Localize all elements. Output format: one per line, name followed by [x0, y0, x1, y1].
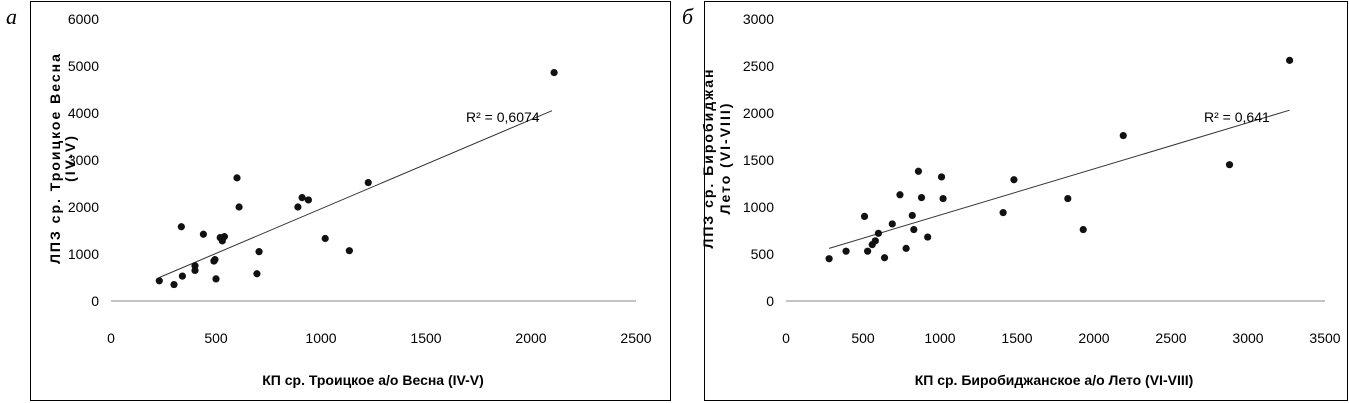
data-point	[917, 194, 926, 202]
data-point	[155, 277, 163, 285]
data-point	[304, 196, 312, 204]
x-tick-label: 0	[782, 330, 790, 346]
y-tick-label: 6000	[68, 11, 99, 27]
y-axis-title-line1: ЛПЗ ср. Троицкое Весна	[47, 52, 63, 264]
scatter-chart-a: 0 1000 2000 3000 4000 5000 6000 0 500 1000 1500 200…	[47, 11, 652, 388]
data-point	[235, 203, 243, 211]
y-axis-title-line2: Лето (VI-VIII)	[717, 102, 733, 215]
data-point	[864, 247, 872, 255]
data-point	[178, 272, 186, 280]
data-point	[321, 234, 329, 243]
x-tick-label: 2000	[1078, 330, 1109, 346]
trendline	[828, 109, 1290, 249]
y-tick-label: 500	[751, 246, 775, 262]
data-point	[177, 223, 185, 231]
x-tick-label: 1000	[924, 330, 955, 346]
y-tick-label: 3000	[68, 152, 99, 168]
data-point	[550, 68, 558, 77]
chart-frame-a	[30, 1, 671, 401]
data-point	[199, 230, 207, 238]
data-point	[888, 220, 896, 228]
x-tick-label: 3500	[1309, 330, 1340, 346]
chart-panel-a: а 0 1000 2000 3000 4000 5000 6000 0 500 1000 1500 2…	[0, 0, 672, 403]
data-point	[939, 194, 947, 203]
data-point	[908, 211, 916, 220]
data-point	[902, 244, 910, 252]
y-tick-label: 4000	[68, 105, 99, 121]
x-tick-label: 3000	[1232, 330, 1263, 346]
data-point	[170, 280, 178, 289]
data-point	[842, 247, 850, 255]
data-point	[1225, 161, 1234, 169]
trendline	[159, 110, 553, 278]
data-point	[1119, 131, 1127, 140]
x-tick-label: 1000	[305, 330, 336, 346]
data-point	[910, 225, 918, 234]
y-tick-label: 0	[766, 293, 774, 309]
y-axis-title-line1: ЛПЗ ср. Биробиджан	[700, 68, 716, 249]
data-point	[253, 270, 261, 278]
x-tick-label: 1500	[410, 330, 441, 346]
y-tick-label: 2000	[68, 199, 99, 215]
data-point	[860, 212, 869, 220]
data-point	[1064, 194, 1072, 203]
x-tick-label: 1500	[1001, 330, 1032, 346]
data-point	[211, 256, 219, 264]
data-point	[1285, 56, 1294, 64]
x-tick-label: 2500	[620, 330, 651, 346]
data-point	[191, 262, 199, 270]
data-point	[233, 174, 241, 182]
data-point	[937, 173, 946, 181]
y-axis-title-line2: (IV-V)	[62, 134, 78, 182]
data-point	[212, 275, 220, 283]
data-point	[1079, 225, 1087, 234]
data-point	[874, 229, 882, 237]
x-axis-title: КП ср. Троицкое а/о Весна (IV-V)	[262, 372, 484, 388]
r-squared-label: R² = 0,6074	[466, 109, 540, 125]
x-tick-label: 2500	[1155, 330, 1186, 346]
chart-frame-b	[704, 1, 1348, 401]
data-point	[345, 247, 353, 255]
data-point	[1010, 176, 1018, 184]
y-tick-label: 1500	[743, 152, 774, 168]
data-point	[255, 248, 263, 256]
y-tick-label: 0	[91, 293, 99, 309]
y-tick-label: 2000	[743, 105, 774, 121]
data-point	[880, 254, 889, 262]
x-tick-label: 2000	[515, 330, 546, 346]
data-point	[298, 194, 306, 202]
x-tick-label: 0	[107, 330, 115, 346]
scatter-chart-b: 0 500 1000 1500 2000 2500 3000 0 500 1000 1500 2000…	[700, 11, 1341, 388]
y-tick-label: 3000	[743, 11, 774, 27]
x-tick-label: 500	[851, 330, 875, 346]
panel-label-a: а	[6, 4, 17, 29]
data-point	[924, 233, 932, 241]
data-point	[220, 233, 228, 241]
x-axis-title: КП ср. Биробиджанское а/о Лето (VI-VIII)	[915, 372, 1194, 388]
data-point	[364, 178, 372, 187]
data-point	[871, 237, 879, 245]
data-point	[914, 167, 923, 175]
data-point	[999, 209, 1007, 217]
y-tick-label: 1000	[743, 199, 774, 215]
x-tick-label: 500	[204, 330, 228, 346]
data-point	[294, 203, 302, 211]
chart-panel-b: б 0 500 1000 1500 2000 2500 3000 0 500 1000 1500 20…	[676, 0, 1348, 403]
data-point	[896, 191, 904, 199]
y-tick-label: 5000	[68, 58, 99, 74]
y-tick-label: 2500	[743, 58, 774, 74]
panel-label-b: б	[682, 4, 694, 29]
r-squared-label: R² = 0,641	[1204, 109, 1270, 125]
data-point	[825, 255, 833, 263]
y-tick-label: 1000	[68, 246, 99, 262]
